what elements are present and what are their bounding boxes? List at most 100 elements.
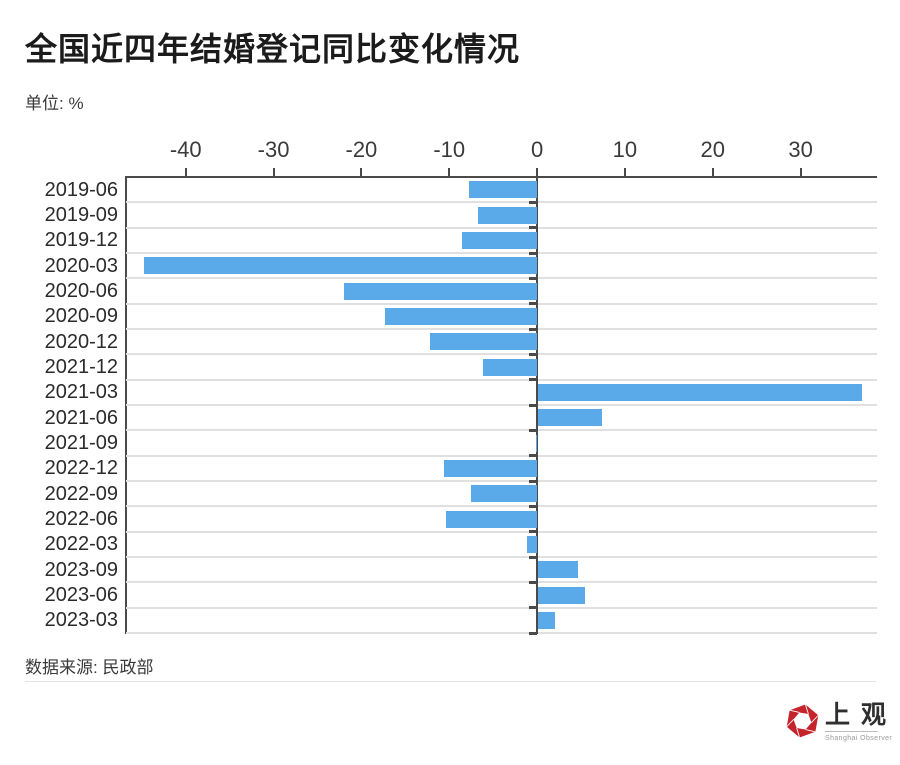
y-axis-label: 2021-06 (44, 406, 118, 429)
source-label: 数据来源: 民政部 (25, 658, 154, 677)
aperture-icon (786, 704, 819, 738)
zero-axis-tick (529, 276, 538, 280)
x-tick-label: -10 (433, 137, 466, 162)
x-tick-mark (799, 168, 802, 177)
zero-axis-tick (529, 327, 538, 331)
y-axis-label: 2019-12 (44, 229, 118, 252)
y-axis-label: 2019-06 (44, 178, 118, 201)
zero-axis-tick (529, 555, 538, 559)
y-axis-label: 2020-06 (44, 280, 118, 302)
x-axis-line (126, 176, 877, 178)
bar (538, 611, 555, 629)
x-tick-mark (184, 168, 187, 177)
footer-divider (25, 681, 876, 682)
bar (478, 206, 538, 224)
y-axis-label: 2022-06 (44, 508, 118, 530)
x-tick-mark (360, 168, 363, 177)
x-tick-label: -40 (169, 137, 202, 162)
x-tick-label: 10 (612, 137, 638, 162)
zero-axis-tick (529, 530, 538, 534)
bar (526, 535, 538, 553)
y-axis-label: 2019-09 (44, 204, 118, 226)
bar (443, 459, 538, 477)
zero-axis-line (536, 176, 539, 634)
gridline (126, 632, 877, 634)
bar (538, 409, 603, 427)
x-tick-mark (272, 168, 275, 177)
zero-axis-tick (529, 403, 538, 407)
bar (429, 333, 538, 351)
zero-axis-tick (529, 479, 538, 483)
zero-axis-tick (529, 580, 538, 584)
y-axis-label: 2020-03 (44, 254, 118, 277)
zero-axis-tick (529, 378, 538, 382)
y-axis-label: 2022-03 (44, 533, 118, 556)
gridline (126, 505, 877, 508)
gridline (126, 252, 877, 254)
bar (471, 485, 538, 503)
zero-axis-tick (529, 428, 538, 432)
x-tick-label: 20 (700, 137, 725, 162)
gridline (126, 302, 877, 305)
y-axis-label: 2021-09 (44, 432, 118, 454)
x-tick-label: -30 (257, 137, 290, 162)
y-axis-label: 2023-09 (44, 558, 118, 581)
y-axis-label: 2020-09 (44, 305, 118, 328)
zero-axis-tick (529, 352, 538, 356)
y-axis-label: 2023-06 (44, 584, 118, 606)
logo-cn-text: 上观 (825, 700, 898, 729)
logo-en-text: Shanghai Observer (825, 735, 893, 743)
gridline (126, 530, 877, 533)
y-axis-label: 2023-03 (44, 609, 118, 632)
zero-axis-tick (529, 606, 538, 610)
zero-axis-tick (529, 200, 538, 204)
gridline (126, 353, 877, 356)
y-axis-label: 2021-12 (44, 356, 118, 378)
gridline (126, 606, 877, 609)
bar (385, 307, 538, 325)
x-tick-label: 0 (530, 137, 544, 162)
gridline (126, 556, 877, 558)
zero-axis-tick (529, 302, 538, 306)
bar (538, 561, 578, 579)
bar (538, 383, 863, 401)
zero-axis-tick (529, 631, 538, 635)
x-tick-label: 30 (788, 137, 813, 162)
y-axis-label: 2020-12 (44, 330, 118, 353)
y-axis-label: 2022-09 (44, 482, 118, 505)
bar (469, 181, 538, 199)
gridline (126, 581, 877, 584)
bar (144, 257, 538, 275)
page-title: 全国近四年结婚登记同比变化情况 (25, 31, 521, 67)
zero-axis-tick (529, 226, 538, 230)
gridline (126, 328, 877, 330)
gridline (126, 378, 877, 381)
gridline (126, 277, 877, 280)
y-axis-label: 2022-12 (44, 457, 118, 480)
bar (343, 282, 538, 300)
shanghai-observer-logo: 上观 Shanghai Observer (785, 699, 897, 742)
x-tick-mark (536, 168, 539, 177)
bar (462, 231, 538, 249)
gridline (126, 201, 877, 204)
gridline (126, 454, 877, 457)
x-tick-mark (448, 168, 451, 177)
gridline (126, 480, 877, 482)
zero-axis-tick (529, 504, 538, 508)
gridline (126, 226, 877, 229)
logo-divider (825, 731, 878, 733)
gridline (126, 404, 877, 406)
bar (445, 510, 538, 528)
bar (536, 434, 538, 452)
y-axis-label: 2021-03 (44, 381, 118, 404)
x-tick-label: -20 (345, 137, 378, 162)
bar (483, 358, 538, 376)
zero-axis-tick (529, 454, 538, 458)
bar (538, 586, 585, 604)
unit-label: 单位: % (25, 94, 84, 113)
x-tick-mark (711, 168, 714, 177)
x-tick-mark (623, 168, 626, 177)
zero-axis-tick (529, 251, 538, 255)
gridline (126, 429, 877, 432)
